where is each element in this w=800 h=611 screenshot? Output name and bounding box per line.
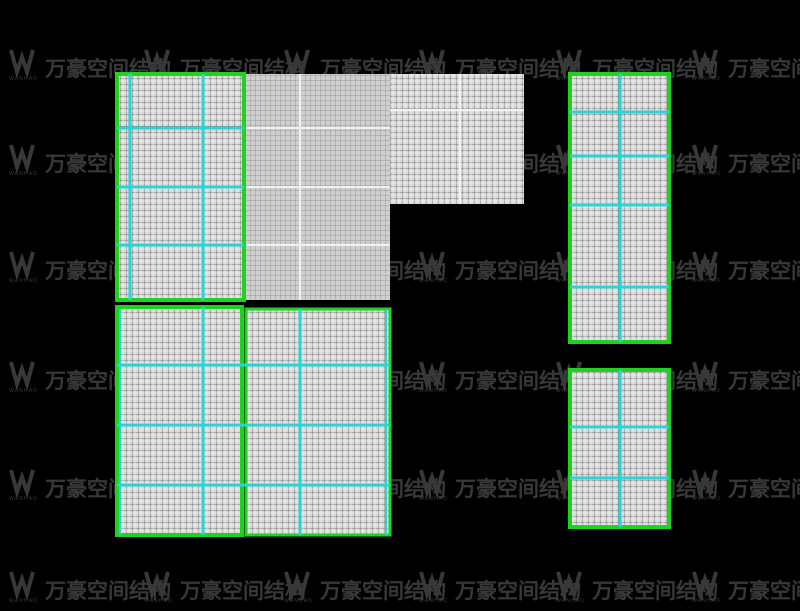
watermark-logo-text: WANHAO <box>419 598 448 604</box>
watermark-logo <box>9 251 35 281</box>
cyan-grid <box>570 370 669 527</box>
watermark-logo-text: WANHAO <box>9 171 38 177</box>
watermark-logo-text: WANHAO <box>692 388 721 394</box>
watermark-logo <box>419 251 445 281</box>
panel-border <box>244 307 392 537</box>
watermark-logo-text: WANHAO <box>144 598 173 604</box>
watermark-logo <box>284 571 310 601</box>
watermark-logo-text: WANHAO <box>419 496 448 502</box>
watermark-logo <box>692 49 718 79</box>
panel-border <box>115 305 244 537</box>
watermark-logo-text: WANHAO <box>692 171 721 177</box>
watermark-logo <box>556 49 582 79</box>
watermark-logo-text: WANHAO <box>284 598 313 604</box>
watermark-logo-text: WANHAO <box>692 278 721 284</box>
watermark-logo <box>144 571 170 601</box>
watermark-logo <box>284 49 310 79</box>
watermark-logo-text: WANHAO <box>9 598 38 604</box>
watermark-logo-text: WANHAO <box>692 496 721 502</box>
watermark-text: 万豪空间结构 <box>179 579 306 603</box>
watermark-logo <box>419 469 445 499</box>
cyan-grid <box>117 74 244 300</box>
watermark-logo <box>9 144 35 174</box>
watermark-logo-text: WANHAO <box>419 278 448 284</box>
watermark-logo <box>692 251 718 281</box>
watermark-logo-text: WANHAO <box>9 76 38 82</box>
panel <box>390 74 524 204</box>
watermark-logo-text: WANHAO <box>9 496 38 502</box>
watermark-logo <box>692 469 718 499</box>
panel-lines <box>246 74 390 300</box>
watermark-text: 万豪空间结构 <box>727 369 800 393</box>
watermark-logo-text: WANHAO <box>419 388 448 394</box>
watermark-logo <box>419 571 445 601</box>
watermark-logo <box>9 469 35 499</box>
watermark-text: 万豪空间结构 <box>727 57 800 81</box>
watermark-text: 万豪空间结构 <box>727 152 800 176</box>
watermark-logo <box>9 49 35 79</box>
watermark-text: 万豪空间结构 <box>727 579 800 603</box>
panel <box>117 307 242 535</box>
watermark-logo-text: WANHAO <box>692 598 721 604</box>
watermark-logo <box>144 49 170 79</box>
watermark-logo <box>9 361 35 391</box>
watermark-text: 万豪空间结构 <box>727 477 800 501</box>
cyan-grid <box>570 74 669 342</box>
plan-left <box>115 72 524 537</box>
watermark-logo <box>556 571 582 601</box>
watermark-logo-text: WANHAO <box>9 278 38 284</box>
watermark-text: 万豪空间结构 <box>727 259 800 283</box>
plan-right <box>568 72 671 529</box>
watermark-logo <box>692 361 718 391</box>
watermark-logo-text: WANHAO <box>9 388 38 394</box>
watermark-logo <box>9 571 35 601</box>
watermark-logo <box>692 571 718 601</box>
panel <box>246 309 390 535</box>
watermark-logo-text: WANHAO <box>556 598 585 604</box>
watermark-logo-text: WANHAO <box>692 76 721 82</box>
panel-lines <box>390 74 524 204</box>
watermark-logo <box>419 49 445 79</box>
watermark-logo <box>692 144 718 174</box>
cyan-grid <box>117 307 390 535</box>
watermark-logo <box>419 361 445 391</box>
